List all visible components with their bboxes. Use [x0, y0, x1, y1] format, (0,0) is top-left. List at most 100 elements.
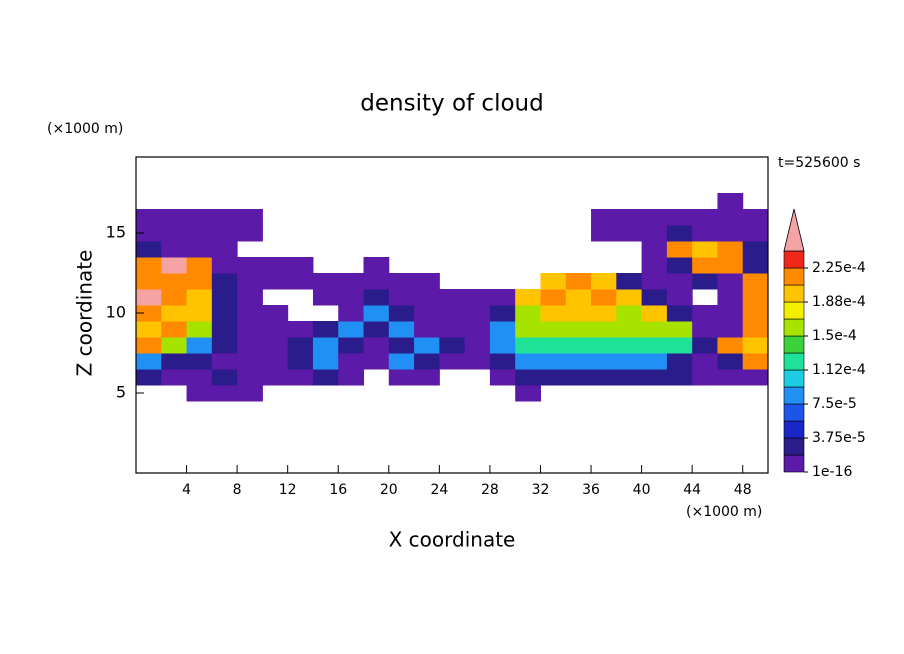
contour-cell: [742, 305, 769, 322]
x-tick-label: 12: [279, 482, 297, 498]
contour-cell: [540, 369, 567, 386]
contour-cell: [515, 337, 541, 354]
contour-cell: [262, 369, 289, 386]
colorbar-tick-label: 1.12e-4: [812, 362, 866, 378]
contour-cell: [211, 241, 238, 258]
contour-cell: [565, 321, 592, 338]
contour-cell: [591, 225, 617, 242]
y-unit: (×1000 m): [47, 121, 123, 137]
contour-cell: [641, 273, 668, 290]
contour-cell: [515, 321, 541, 338]
contour-cell: [186, 257, 213, 274]
contour-cell: [161, 273, 188, 290]
y-tick-label: 10: [106, 303, 126, 322]
contour-cell: [591, 369, 617, 386]
contour-cell: [237, 289, 263, 306]
contour-cell: [565, 305, 592, 322]
contour-cell: [312, 289, 339, 306]
contour-cell: [136, 257, 162, 274]
contour-cell: [591, 305, 617, 322]
contour-cell: [211, 273, 238, 290]
colorbar-band: [783, 284, 805, 303]
contour-cell: [161, 337, 188, 354]
contour-cell: [439, 337, 466, 354]
colorbar-band: [783, 318, 805, 337]
contour-cell: [287, 257, 314, 274]
contour-cell: [186, 273, 213, 290]
contour-cell: [211, 369, 238, 386]
contour-cell: [641, 241, 668, 258]
contour-cell: [692, 321, 718, 338]
contour-cell: [717, 273, 744, 290]
contour-cell: [186, 305, 213, 322]
contour-cell: [186, 353, 213, 370]
contour-cell: [666, 273, 693, 290]
contour-cell: [312, 369, 339, 386]
contour-cell: [388, 337, 415, 354]
contour-cell: [136, 273, 162, 290]
contour-cell: [388, 305, 415, 322]
contour-cell: [161, 353, 188, 370]
contour-cell: [338, 305, 365, 322]
contour-cell: [363, 273, 390, 290]
contour-cell: [515, 305, 541, 322]
contour-cell: [363, 305, 390, 322]
contour-cell: [666, 321, 693, 338]
contour-cell: [717, 241, 744, 258]
contour-cell: [414, 289, 440, 306]
contour-cell: [186, 289, 213, 306]
contour-cell: [161, 305, 188, 322]
contour-cell: [136, 305, 162, 322]
contour-cell: [565, 369, 592, 386]
contour-cell: [312, 337, 339, 354]
contour-cell: [237, 385, 263, 402]
contour-cell: [388, 321, 415, 338]
colorbar-band: [783, 454, 805, 473]
contour-cell: [666, 289, 693, 306]
contour-cell: [742, 337, 769, 354]
contour-cell: [237, 273, 263, 290]
colorbar-band: [783, 301, 805, 320]
contour-cell: [237, 353, 263, 370]
contour-cell: [666, 209, 693, 226]
contour-cell: [338, 353, 365, 370]
contour-cell: [287, 337, 314, 354]
contour-cell: [641, 321, 668, 338]
contour-cell: [262, 353, 289, 370]
contour-cell: [287, 353, 314, 370]
contour-cell: [287, 321, 314, 338]
colorbar-band: [783, 369, 805, 388]
contour-cell: [641, 353, 668, 370]
contour-cell: [414, 305, 440, 322]
contour-cell: [237, 225, 263, 242]
contour-cell: [237, 209, 263, 226]
contour-cell: [439, 321, 466, 338]
contour-cell: [540, 289, 567, 306]
contour-cell: [338, 289, 365, 306]
contour-cell: [591, 353, 617, 370]
contour-cell: [262, 257, 289, 274]
contour-cell: [717, 225, 744, 242]
contour-cell: [312, 273, 339, 290]
contour-cell: [540, 321, 567, 338]
contour-cell: [363, 353, 390, 370]
contour-cell: [692, 305, 718, 322]
contour-cell: [641, 337, 668, 354]
contour-cell: [717, 305, 744, 322]
contour-cell: [742, 369, 769, 386]
contour-cell: [489, 305, 516, 322]
contour-cell: [616, 321, 643, 338]
contour-cell: [136, 225, 162, 242]
contour-cell: [388, 353, 415, 370]
contour-cell: [363, 289, 390, 306]
contour-cell: [616, 273, 643, 290]
x-tick-label: 16: [329, 482, 347, 498]
contour-cell: [211, 305, 238, 322]
contour-cell: [717, 337, 744, 354]
contour-cell: [515, 385, 541, 402]
contour-cell: [186, 385, 213, 402]
contour-cell: [464, 289, 491, 306]
contour-cell: [464, 337, 491, 354]
contour-cell: [136, 241, 162, 258]
